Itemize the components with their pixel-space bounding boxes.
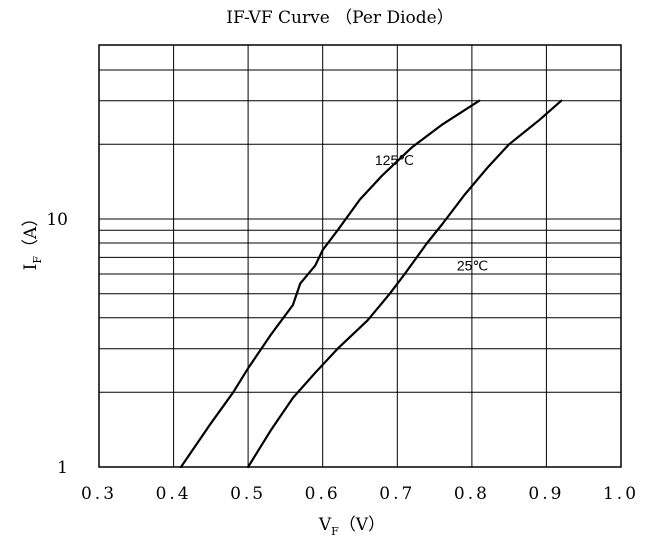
annotation-label: 125℃ <box>375 152 414 168</box>
y-tick-labels: 1 10 <box>46 210 68 478</box>
x-tick-label: 0.4 <box>156 484 192 504</box>
x-tick-label: 0.3 <box>81 484 117 504</box>
series-line-125 <box>179 99 481 469</box>
chart-title: IF-VF Curve （Per Diode） <box>226 8 453 28</box>
grid <box>98 45 622 467</box>
series-line-25 <box>247 99 563 469</box>
x-axis-label-unit: （V） <box>339 515 385 535</box>
y-tick-label: 1 <box>57 458 68 478</box>
x-tick-label: 0.8 <box>454 484 490 504</box>
annotations: 125℃ 25℃ <box>375 152 488 273</box>
series-lines <box>179 99 563 469</box>
x-axis-label-main: V <box>318 515 332 535</box>
y-axis-label-unit: （A） <box>21 210 41 256</box>
x-tick-labels: 0.3 0.4 0.5 0.6 0.7 0.8 0.9 1.0 <box>81 484 639 504</box>
x-tick-label: 0.6 <box>305 484 341 504</box>
x-tick-label: 0.7 <box>379 484 415 504</box>
annotation-label: 25℃ <box>457 258 488 274</box>
x-tick-label: 0.9 <box>528 484 564 504</box>
y-tick-label: 10 <box>46 210 68 230</box>
x-axis-label: VF（V） <box>318 515 385 538</box>
plot-frame <box>98 44 622 468</box>
y-axis-label: IF（A） <box>21 210 44 271</box>
x-tick-label: 0.5 <box>230 484 266 504</box>
y-axis-label-sub: F <box>31 256 44 264</box>
x-tick-label: 1.0 <box>603 484 639 504</box>
y-axis-label-main: I <box>21 264 41 271</box>
x-axis-label-sub: F <box>331 525 339 538</box>
